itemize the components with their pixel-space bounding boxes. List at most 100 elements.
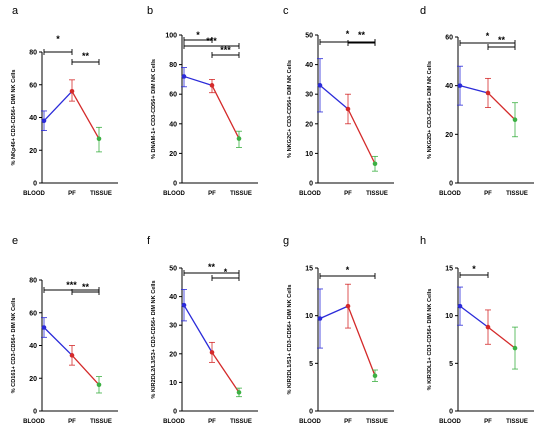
panel-a-y-tick-label: 0 — [33, 181, 37, 188]
panel-c-x-tick-label: PF — [344, 191, 352, 197]
panel-g-data-point-tissue — [372, 373, 378, 379]
panel-f-y-tick-label: 10 — [169, 380, 177, 387]
panel-c-y-axis-title: % NKG2C+ CD3-CD56+ DIM NK Cells — [287, 60, 293, 158]
panel-d-sig-label: * — [486, 31, 490, 41]
panel-c-x-tick-label: TISSUE — [366, 191, 388, 197]
panel-e-x-tick-label: BLOOD — [23, 419, 45, 425]
panel-g-y-axis-title: % KIR2DL1/S1+ CD3-CD56+ DIM NK Cells — [287, 284, 293, 394]
panel-g-data-point-pf — [345, 303, 351, 309]
panel-d-y-axis-title: % NKG2D+ CD3-CD56+ DIM NK Cells — [427, 61, 433, 159]
panel-e-data-point-pf — [69, 353, 75, 358]
panel-h-sig-label: * — [472, 264, 476, 274]
panel-d-data-point-blood — [457, 83, 463, 88]
panel-d-data-point-pf — [485, 90, 491, 96]
panel-d-sig-label: ** — [498, 35, 506, 45]
panel-e-y-axis-title: % CD161+ CD3-CD56+ DIM NK Cells — [11, 298, 17, 394]
panel-b-sig-label: * — [196, 30, 200, 40]
panel-a-data-point-pf — [69, 89, 75, 94]
panel-b-y-axis-title: % DNAM-1+ CD3-CD56+ DIM NK Cells — [151, 59, 157, 159]
panel-e-y-tick-label: 0 — [33, 409, 37, 416]
panel-h-series-line — [459, 305, 489, 328]
panel-a-sig-label: * — [56, 34, 60, 44]
panel-a-x-tick-label: TISSUE — [90, 191, 112, 197]
panel-d-letter: d — [420, 5, 426, 17]
panel-d-x-tick-label: PF — [484, 191, 492, 197]
panel-c-sig-label: ** — [358, 30, 366, 40]
panel-h-data-point-tissue — [512, 345, 518, 351]
panel-g-series-line — [319, 305, 349, 320]
panel-e-sig-label: *** — [66, 280, 77, 290]
panel-d-x-tick-label: TISSUE — [506, 191, 528, 197]
panel-a-y-tick-label: 60 — [29, 82, 37, 89]
panel-h-x-tick-label: PF — [484, 419, 492, 425]
panel-e-series-line — [43, 327, 73, 356]
panel-c-y-tick-label: 20 — [305, 121, 313, 128]
panel-e-data-point-blood — [41, 325, 47, 330]
panel-a-y-tick-label: 40 — [29, 115, 37, 122]
panel-f-y-tick-label: 40 — [169, 294, 177, 301]
panel-f-y-tick-label: 30 — [169, 323, 177, 330]
panel-d-y-tick-label: 40 — [445, 83, 453, 90]
panel-c-x-tick-label: BLOOD — [299, 191, 321, 197]
panel-b-data-point-tissue — [236, 136, 242, 141]
panel-h-y-tick-label: 0 — [449, 409, 453, 416]
panel-b-y-tick-label: 0 — [173, 181, 177, 188]
panel-h-y-tick-label: 5 — [449, 361, 453, 368]
panel-c-sig-label: * — [346, 29, 350, 39]
panel-c-data-point-tissue — [372, 161, 378, 167]
panel-b-y-tick-label: 100 — [165, 33, 177, 40]
panel-d-y-tick-label: 0 — [449, 181, 453, 188]
panel-d-y-tick-label: 60 — [445, 35, 453, 42]
panel-d-y-tick-label: 20 — [445, 132, 453, 139]
panel-g-x-tick-label: TISSUE — [366, 419, 388, 425]
panel-g-y-tick-label: 0 — [309, 409, 313, 416]
panel-c-letter: c — [283, 5, 289, 17]
panel-b-x-tick-label: TISSUE — [230, 191, 252, 197]
panel-g-sig-label: * — [346, 265, 350, 275]
panel-h-x-tick-label: BLOOD — [439, 419, 461, 425]
panel-b-letter: b — [147, 5, 153, 17]
panel-c-y-tick-label: 10 — [305, 151, 313, 158]
panel-f-x-tick-label: TISSUE — [230, 419, 252, 425]
panel-g-y-tick-label: 15 — [305, 266, 313, 273]
panel-c-series-line — [319, 84, 349, 110]
panel-e-y-tick-label: 80 — [29, 278, 37, 285]
panel-e-letter: e — [12, 235, 18, 247]
panel-f-data-point-pf — [209, 350, 215, 355]
panel-e-y-tick-label: 40 — [29, 343, 37, 350]
panel-f-x-tick-label: BLOOD — [163, 419, 185, 425]
panel-e-y-tick-label: 20 — [29, 376, 37, 383]
panel-b-x-tick-label: PF — [208, 191, 216, 197]
panel-c-y-tick-label: 0 — [309, 181, 313, 188]
panel-c-series-line — [347, 108, 376, 165]
panel-h-data-point-pf — [485, 324, 491, 330]
panel-a-data-point-blood — [41, 118, 47, 124]
panel-e-series-line — [71, 354, 100, 386]
panel-f-series-line — [183, 304, 213, 353]
panel-a-x-tick-label: BLOOD — [23, 191, 45, 197]
panel-h-y-axis-title: % KIR3DL1+ CD3-CD56+ DIM NK Cells — [427, 289, 433, 391]
panel-e-data-point-tissue — [96, 382, 102, 388]
panel-f-y-axis-title: % KIR2DL2/L3/S3+ CD3-CD56+ DIM NK Cells — [151, 280, 157, 398]
panel-b-x-tick-label: BLOOD — [163, 191, 185, 197]
panel-a-letter: a — [12, 5, 19, 17]
panel-a-y-axis-title: % NKp46+ CD3-CD56+ DIM NK Cells — [11, 69, 17, 165]
panel-b-data-point-blood — [181, 74, 187, 79]
panel-c-y-tick-label: 40 — [305, 62, 313, 69]
panel-e-sig-label: ** — [82, 282, 90, 292]
panel-g-y-tick-label: 10 — [305, 313, 313, 320]
panel-d-series-line — [487, 92, 516, 121]
panel-e-x-tick-label: PF — [68, 419, 76, 425]
panel-h-x-tick-label: TISSUE — [506, 419, 528, 425]
panel-a-data-point-tissue — [96, 136, 102, 142]
panel-d-data-point-tissue — [512, 117, 518, 123]
panel-g-data-point-blood — [317, 316, 323, 321]
panel-f-sig-label: * — [224, 267, 228, 277]
panel-b-y-tick-label: 40 — [169, 121, 177, 128]
panel-f-x-tick-label: PF — [208, 419, 216, 425]
panel-g-letter: g — [283, 235, 289, 247]
panel-h-y-tick-label: 15 — [445, 266, 453, 273]
panel-f-series-line — [211, 352, 240, 393]
